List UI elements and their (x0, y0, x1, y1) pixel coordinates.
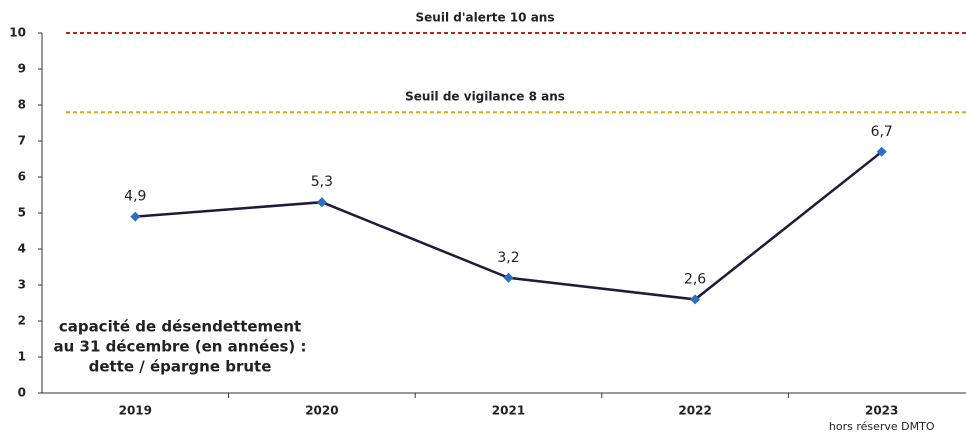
y-tick-label: 9 (18, 62, 26, 76)
y-tick-label: 8 (18, 98, 26, 112)
data-label: 6,7 (871, 124, 893, 140)
marker (503, 272, 514, 283)
x-tick-note: hors réserve DMTO (829, 420, 935, 433)
y-tick-label: 1 (18, 350, 26, 364)
marker (876, 146, 887, 157)
marker (130, 211, 141, 222)
x-tick-label: 2023 (865, 404, 898, 418)
y-tick-label: 7 (18, 134, 26, 148)
data-label: 3,2 (497, 250, 519, 266)
y-tick-label: 0 (18, 386, 26, 400)
data-label: 5,3 (311, 174, 333, 190)
chart-note: capacité de désendettement (59, 318, 301, 336)
threshold-label: Seuil de vigilance 8 ans (405, 90, 565, 104)
chart-note: dette / épargne brute (89, 358, 272, 376)
marker (316, 197, 327, 208)
x-tick-label: 2020 (305, 404, 338, 418)
y-tick-label: 2 (18, 314, 26, 328)
y-tick-label: 6 (18, 170, 26, 184)
x-tick-label: 2021 (492, 404, 525, 418)
data-label: 2,6 (684, 271, 706, 287)
y-tick-label: 3 (18, 278, 26, 292)
chart-note: au 31 décembre (en années) : (53, 338, 306, 356)
x-tick-label: 2019 (119, 404, 152, 418)
marker (690, 294, 701, 305)
y-tick-label: 4 (18, 242, 26, 256)
x-tick-label: 2022 (678, 404, 711, 418)
y-tick-label: 10 (9, 26, 26, 40)
y-tick-label: 5 (18, 206, 26, 220)
data-label: 4,9 (124, 189, 146, 205)
threshold-label: Seuil d'alerte 10 ans (416, 11, 555, 25)
